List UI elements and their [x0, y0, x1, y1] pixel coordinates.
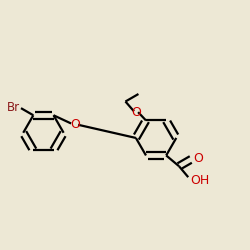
Text: O: O	[193, 152, 203, 164]
Text: O: O	[131, 106, 141, 119]
Text: OH: OH	[190, 174, 209, 187]
Text: O: O	[70, 118, 80, 131]
Text: Br: Br	[7, 100, 20, 114]
